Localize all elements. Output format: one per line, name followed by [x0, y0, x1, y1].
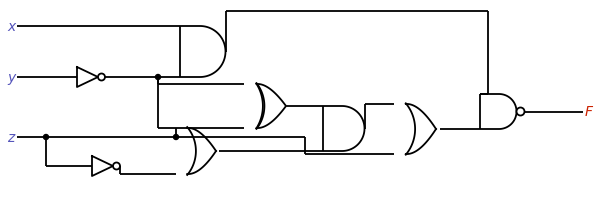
Circle shape	[517, 108, 524, 116]
Circle shape	[44, 135, 48, 140]
Circle shape	[156, 75, 160, 80]
Circle shape	[98, 74, 105, 81]
Text: F: F	[585, 105, 593, 119]
Text: z: z	[7, 130, 14, 144]
Circle shape	[173, 135, 178, 140]
Circle shape	[113, 163, 120, 170]
Text: x: x	[7, 20, 15, 34]
Text: y: y	[7, 71, 15, 85]
